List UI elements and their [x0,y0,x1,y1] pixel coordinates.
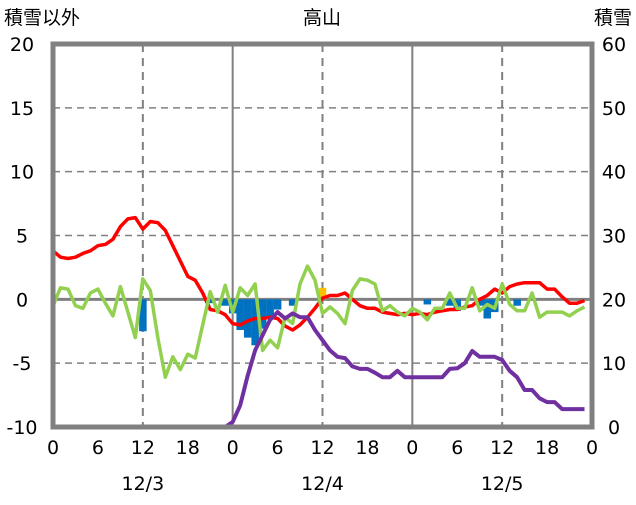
bar [446,299,454,306]
x-tick-label: 0 [586,437,598,459]
series-lines [51,215,586,429]
bar [273,299,282,310]
x-tick-label: 6 [92,437,104,459]
bar [243,299,252,338]
bar [266,299,274,319]
bar [513,299,521,306]
left-axis-label: 積雪以外 [4,7,80,29]
bar [476,299,484,306]
left-tick-label: 15 [10,98,34,120]
right-tick-label: 50 [602,98,626,120]
bar [236,299,244,330]
series-line-temperature [51,215,586,332]
left-tick-label: 20 [10,34,34,56]
right-tick-label: 0 [608,417,620,439]
x-tick-label: 18 [355,437,379,459]
right-tick-label: 60 [602,34,626,56]
series-line-green-series [51,264,586,379]
left-tick-label: 0 [16,289,28,311]
x-tick-label: 18 [535,437,559,459]
bar [423,299,432,305]
bar [206,299,215,304]
x-tick-label: 6 [451,437,463,459]
left-tick-label: 10 [10,162,34,184]
right-tick-label: 40 [602,162,626,184]
bar [221,299,229,306]
left-tick-label: 5 [16,226,28,248]
x-tick-label: 0 [227,437,239,459]
left-tick-label: -5 [13,353,32,375]
date-label: 12/4 [301,473,344,495]
chart-title: 高山 [303,7,341,29]
bar [288,299,297,306]
x-tick-label: 12 [490,437,514,459]
x-tick-label: 18 [176,437,200,459]
bar [139,299,147,332]
right-axis-label: 積雪 [594,7,632,29]
bar [483,299,491,319]
bar [318,287,327,300]
x-tick-label: 12 [310,437,334,459]
right-tick-label: 10 [602,353,626,375]
date-label: 12/3 [121,473,164,495]
plot-frame [50,41,595,430]
bar [258,299,267,329]
x-tick-label: 12 [131,437,155,459]
bar [251,299,259,346]
date-label: 12/5 [481,473,524,495]
x-tick-label: 6 [272,437,284,459]
x-tick-label: 0 [406,437,418,459]
left-tick-label: -10 [6,417,37,439]
x-tick-label: 0 [47,437,59,459]
right-tick-label: 30 [602,226,626,248]
right-tick-label: 20 [602,289,626,311]
